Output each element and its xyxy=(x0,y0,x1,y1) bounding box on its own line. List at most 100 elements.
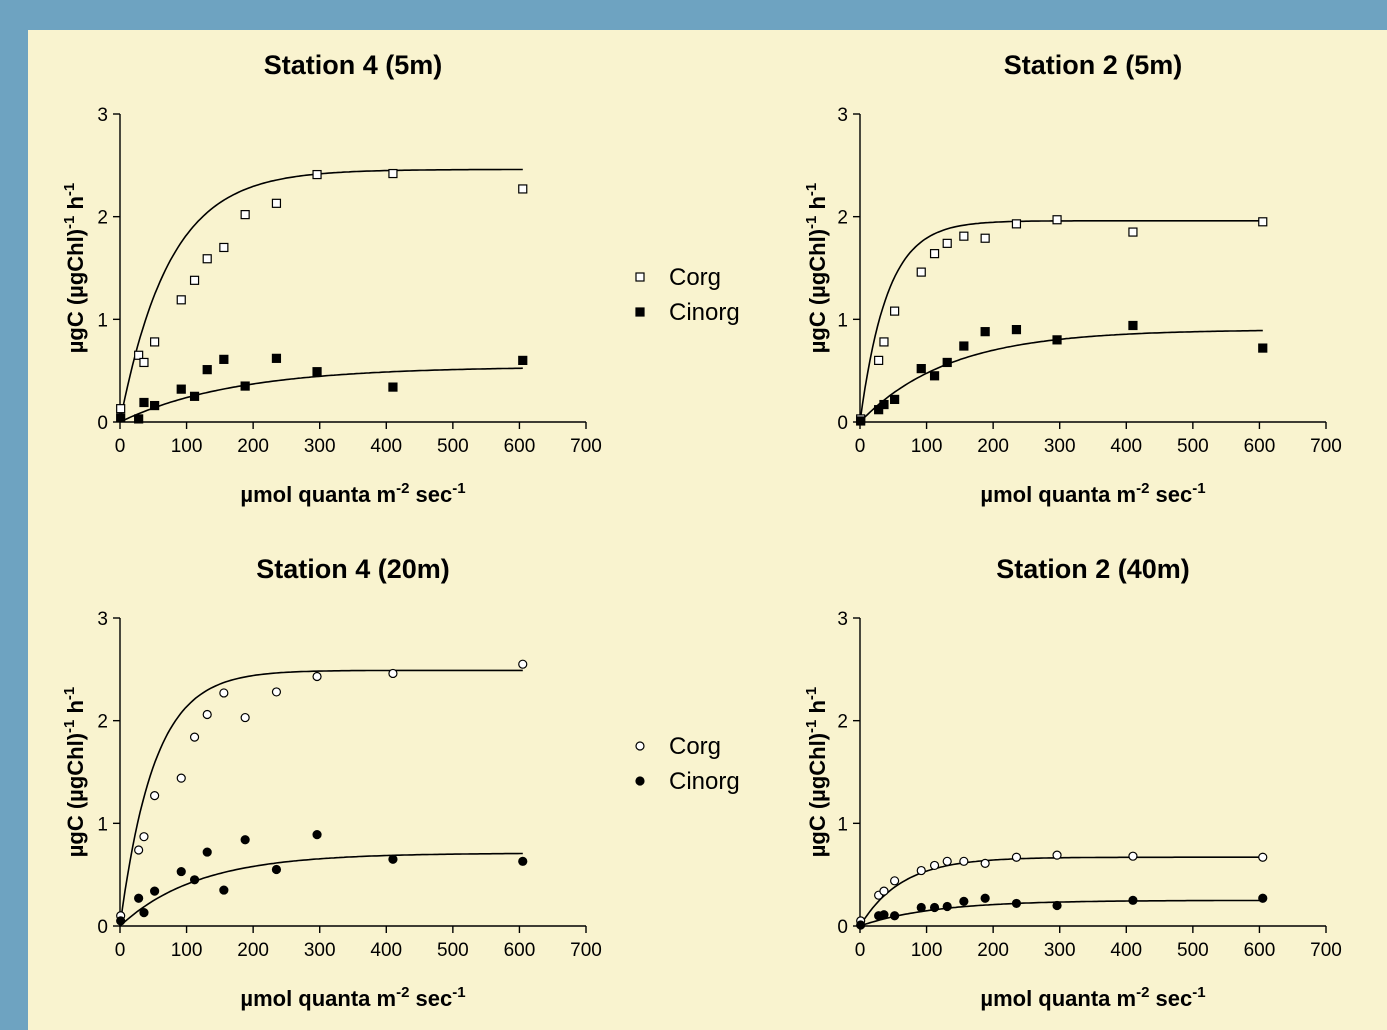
x-tick-label: 200 xyxy=(977,940,1009,961)
x-tick-label: 500 xyxy=(1177,940,1209,961)
legend-marker xyxy=(635,776,645,786)
cinorg-point xyxy=(240,835,250,845)
corg-point xyxy=(959,856,969,866)
cinorg-point xyxy=(312,830,322,840)
corg-point xyxy=(176,773,186,783)
y-tick-label: 0 xyxy=(837,917,848,938)
y-tick-label: 1 xyxy=(837,310,848,331)
cinorg-point xyxy=(189,875,200,885)
corg-point xyxy=(134,845,144,855)
cinorg-point xyxy=(856,416,866,426)
chart-3: Station 4 (20m) 0 100 200 300 400 500 600 700 0 1 2… xyxy=(61,554,602,1011)
x-axis-label-mid: sec xyxy=(1149,482,1192,507)
cinorg-point xyxy=(139,908,149,918)
cinorg-point xyxy=(980,327,990,337)
cinorg-point xyxy=(879,399,889,410)
y-axis-label-mid: h xyxy=(805,700,830,720)
corg-point xyxy=(219,242,229,253)
x-tick-label: 600 xyxy=(504,436,536,457)
y-axis-label-main: µgC (µgChl) xyxy=(63,733,88,857)
chart-title: Station 4 (5m) xyxy=(264,50,443,80)
cinorg-point xyxy=(202,365,212,375)
y-axis-label: µgC (µgChl)-1 h-1 xyxy=(803,183,830,354)
x-tick-label: 500 xyxy=(437,436,469,457)
corg-point xyxy=(1128,227,1138,237)
corg-point xyxy=(890,876,900,886)
y-axis-label: µgC (µgChl)-1 h-1 xyxy=(803,687,830,858)
cinorg-point xyxy=(959,341,969,351)
x-axis-label-sup: -1 xyxy=(1192,480,1205,497)
corg-point xyxy=(929,249,940,259)
cinorg-point xyxy=(916,902,926,913)
y-axis-label-sup: -1 xyxy=(61,183,78,196)
cinorg-fit-curve xyxy=(119,852,523,927)
cinorg-point xyxy=(929,902,940,913)
x-tick-label: 700 xyxy=(570,940,602,961)
corg-point xyxy=(202,254,212,264)
x-tick-label: 700 xyxy=(570,436,602,457)
corg-point xyxy=(1258,852,1268,862)
x-axis-label-sup: -2 xyxy=(396,480,409,497)
y-axis-label-sup: -1 xyxy=(803,183,820,196)
cinorg-point xyxy=(959,896,969,906)
y-tick-label: 3 xyxy=(837,105,848,126)
y-tick-label: 2 xyxy=(97,208,108,229)
corg-point xyxy=(176,295,186,305)
y-tick-label: 3 xyxy=(97,609,108,630)
y-tick-label: 3 xyxy=(837,609,848,630)
corg-point xyxy=(942,856,952,866)
cinorg-point xyxy=(271,864,282,875)
y-tick-label: 3 xyxy=(97,105,108,126)
cinorg-point xyxy=(134,414,144,424)
x-axis-label: µmol quanta m-2 sec-1 xyxy=(240,480,465,507)
y-axis-label-mid: h xyxy=(63,700,88,720)
corg-point xyxy=(388,168,398,179)
cinorg-point xyxy=(176,866,186,877)
y-tick-label: 2 xyxy=(97,712,108,733)
y-tick-label: 2 xyxy=(837,712,848,733)
corg-point xyxy=(202,709,212,720)
y-tick-label: 0 xyxy=(97,917,108,938)
corg-point xyxy=(942,238,952,248)
cinorg-point xyxy=(202,847,212,857)
corg-point xyxy=(1258,217,1268,227)
x-axis-label-mid: sec xyxy=(409,482,452,507)
corg-point xyxy=(916,267,926,277)
cinorg-point xyxy=(134,893,144,903)
x-axis-label: µmol quanta m-2 sec-1 xyxy=(240,984,465,1011)
y-axis-label-sup: -1 xyxy=(61,720,78,733)
x-tick-label: 400 xyxy=(1110,940,1142,961)
x-tick-label: 600 xyxy=(1244,940,1276,961)
corg-point xyxy=(116,404,126,414)
x-tick-label: 0 xyxy=(115,436,126,457)
cinorg-point xyxy=(1052,335,1062,345)
cinorg-point xyxy=(1258,343,1268,353)
corg-point xyxy=(929,860,940,871)
chart-title: Station 2 (5m) xyxy=(1004,50,1183,80)
cinorg-point xyxy=(388,382,398,392)
cinorg-point xyxy=(942,901,952,912)
x-tick-label: 100 xyxy=(171,940,203,961)
cinorg-point xyxy=(929,371,940,381)
x-tick-label: 700 xyxy=(1310,940,1342,961)
corg-point xyxy=(1052,850,1062,860)
cinorg-point xyxy=(219,885,229,895)
corg-point xyxy=(219,688,229,698)
legend-marker xyxy=(635,741,645,751)
y-axis-label-sup: -1 xyxy=(61,687,78,700)
x-tick-label: 600 xyxy=(504,940,536,961)
x-axis-label-main: µmol quanta m xyxy=(240,986,396,1011)
y-axis-label-sup: -1 xyxy=(61,216,78,229)
y-axis-label-main: µgC (µgChl) xyxy=(805,733,830,857)
cinorg-point xyxy=(1128,320,1138,331)
legend-2: Corg Cinorg xyxy=(635,733,740,795)
corg-point xyxy=(150,791,160,801)
corg-point xyxy=(134,350,144,360)
corg-point xyxy=(874,355,884,365)
cinorg-point xyxy=(139,397,149,408)
corg-point xyxy=(1128,851,1138,861)
y-axis-label-sup: -1 xyxy=(803,687,820,700)
y-axis-label-sup: -1 xyxy=(803,216,820,229)
y-tick-label: 0 xyxy=(837,413,848,434)
corg-point xyxy=(150,337,160,347)
